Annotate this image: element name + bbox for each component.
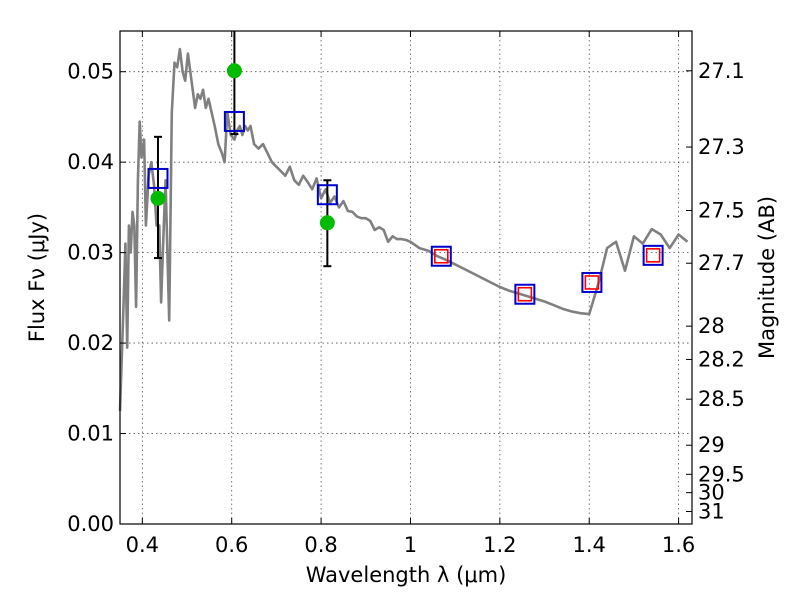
x-tick-label: 1.2 [483,533,516,557]
nir-marker [517,286,533,302]
x-tick-label: 1.6 [662,533,695,557]
right-tick-label: 30 [698,481,725,505]
right-tick-label: 29 [698,433,725,457]
y-tick-label: 0.02 [67,331,114,355]
right-tick-label: 27.3 [698,135,745,159]
right-tick-label: 28.5 [698,387,745,411]
observed-point [150,190,166,206]
tick-layer: 0.4 0.6 0.8 1 1.2 1.4 1.6 0.00 0.01 0.02 0.03 0.04 0… [67,31,745,557]
right-tick-label: 27.1 [698,59,745,83]
x-tick-label: 1 [404,533,417,557]
model-photometry-marker [430,245,452,267]
right-tick-label: 28.2 [698,347,745,371]
x-tick-label: 0.8 [304,533,337,557]
nir-marker [434,248,449,264]
model-photometry-marker [316,184,338,206]
nir-marker [645,248,661,263]
grid-layer [120,31,692,524]
model-photometry-marker [514,283,536,305]
model-photometry-marker [581,271,603,293]
model-photometry-marker [147,167,169,189]
model-photometry-marker [642,244,664,266]
x-tick-label: 0.4 [126,533,159,557]
right-tick-label: 29.5 [698,462,745,486]
y-tick-label: 0.03 [67,241,114,265]
x-tick-label: 0.6 [215,533,248,557]
y-axis-title: Flux Fν (μJy) [25,213,49,342]
observed-point [319,215,335,231]
right-axis-title: Magnitude (AB) [755,196,779,359]
right-tick-label: 27.7 [698,251,745,275]
x-axis-title: Wavelength λ (μm) [306,563,507,587]
right-tick-label: 31 [698,500,725,524]
observed-point [226,63,242,79]
nir-marker [584,275,600,290]
data-layer [118,31,689,411]
x-tick-label: 1.4 [573,533,606,557]
y-tick-label: 0.04 [67,150,114,174]
plot-frame [119,30,693,525]
sed-model-line [118,47,689,411]
y-tick-label: 0.00 [67,512,114,536]
y-tick-label: 0.05 [67,60,114,84]
right-tick-label: 28 [698,314,725,338]
model-photometry-marker [223,110,245,132]
right-tick-label: 27.5 [698,198,745,222]
y-tick-label: 0.01 [67,422,114,446]
